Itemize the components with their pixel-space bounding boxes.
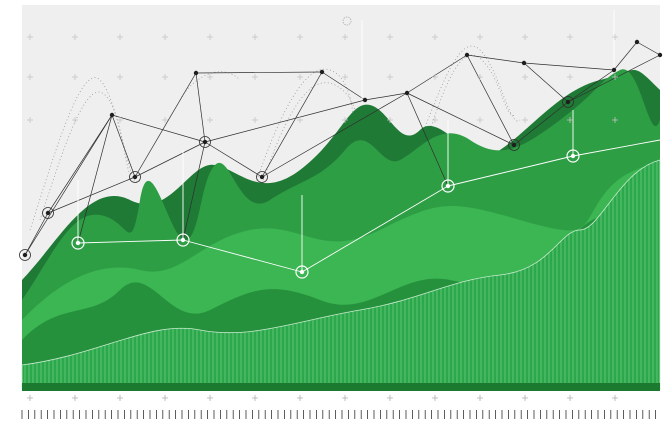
illustration [0,0,668,428]
body: (() => { const data = JSON.parse(documen… [0,0,668,428]
node [300,270,304,274]
node [260,175,264,179]
plus-mark [27,395,33,401]
plus-mark [342,395,348,401]
node [181,238,185,242]
node [405,91,409,95]
node [46,211,50,215]
plus-mark [117,395,123,401]
plus-mark [387,395,393,401]
node [571,154,575,158]
node [320,70,324,74]
node [23,253,27,257]
node [465,53,469,57]
plus-mark [432,395,438,401]
node [446,184,450,188]
plus-mark [522,395,528,401]
page: Illustration {} html, body { margin: 0; … [0,0,668,428]
node [203,140,207,144]
node [133,175,137,179]
node [512,143,516,147]
node [522,61,526,65]
node [612,68,616,72]
node [76,241,80,245]
plus-mark [162,395,168,401]
node [194,71,198,75]
plus-mark [567,395,573,401]
node [363,98,367,102]
plus-mark [252,395,258,401]
plus-mark [297,395,303,401]
plus-mark [72,395,78,401]
node [566,100,570,104]
base-strip [22,383,660,391]
node [635,40,639,44]
plus-mark [612,395,618,401]
node [658,53,662,57]
node [110,113,114,117]
plus-mark [477,395,483,401]
plus-mark [207,395,213,401]
